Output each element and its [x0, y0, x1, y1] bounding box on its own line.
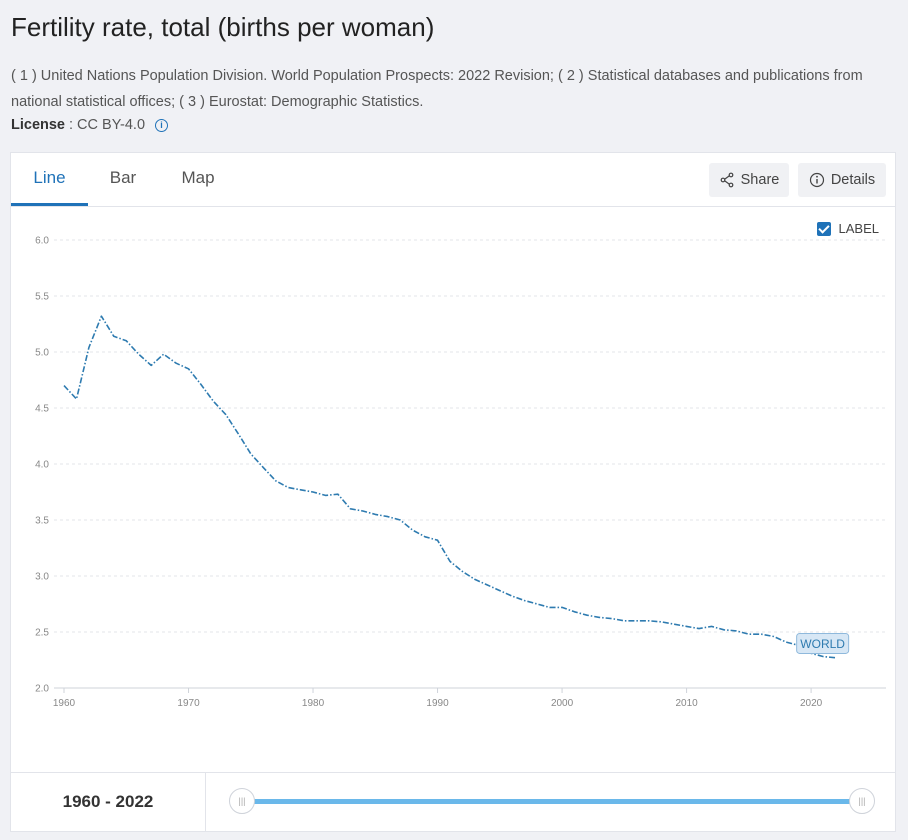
y-tick-label: 4.5 — [35, 404, 49, 415]
tab-line[interactable]: Line — [11, 153, 88, 206]
x-tick-label: 1960 — [53, 698, 76, 709]
y-tick-label: 6.0 — [35, 236, 49, 247]
label-checkbox[interactable] — [816, 221, 831, 236]
y-tick-label: 2.5 — [35, 628, 49, 639]
range-footer: 1960 - 2022 ||| ||| — [11, 772, 895, 831]
chart-tabs: Line Bar Map Share Details — [11, 153, 895, 207]
y-tick-label: 3.0 — [35, 572, 49, 583]
x-tick-label: 1980 — [302, 698, 325, 709]
x-tick-label: 2010 — [675, 698, 698, 709]
details-label: Details — [830, 172, 876, 188]
chart-panel: Line Bar Map Share Details LABEL 2.0 2 — [10, 152, 896, 832]
details-button[interactable]: Details — [798, 163, 886, 197]
label-toggle-text: LABEL — [838, 221, 879, 236]
series-line-world — [63, 315, 837, 659]
info-icon[interactable]: i — [155, 118, 169, 132]
sources-text: ( 1 ) United Nations Population Division… — [11, 68, 863, 110]
license: License : CC BY-4.0 i — [11, 117, 169, 133]
y-tick-label: 2.0 — [35, 684, 49, 695]
x-tick-label: 2020 — [800, 698, 823, 709]
range-label: 1960 - 2022 — [11, 773, 206, 831]
x-tick-label: 2000 — [551, 698, 574, 709]
license-value: : CC BY-4.0 — [69, 117, 146, 133]
label-toggle[interactable]: LABEL — [816, 221, 879, 236]
range-track[interactable] — [242, 799, 862, 804]
tab-map[interactable]: Map — [181, 168, 215, 187]
info-icon — [809, 172, 824, 188]
y-tick-label: 5.5 — [35, 292, 49, 303]
tab-bar[interactable]: Bar — [109, 168, 137, 187]
line-chart: 2.0 2.5 3.0 3.5 4.0 4.5 5.0 5.5 6.0 1960 1970 1980 1… — [35, 236, 886, 709]
share-button[interactable]: Share — [709, 163, 789, 197]
series-label-box — [796, 632, 850, 654]
page-title: Fertility rate, total (births per woman) — [11, 12, 435, 42]
y-tick-label: 5.0 — [35, 348, 49, 359]
share-label: Share — [740, 172, 780, 188]
share-icon — [720, 172, 734, 188]
y-tick-label: 3.5 — [35, 516, 49, 527]
range-end-handle[interactable]: ||| — [849, 788, 875, 814]
y-tick-label: 4.0 — [35, 460, 49, 471]
x-tick-label: 1990 — [426, 698, 449, 709]
x-tick-label: 1970 — [177, 698, 200, 709]
series-label-world: WORLD — [800, 637, 845, 651]
range-start-handle[interactable]: ||| — [229, 788, 255, 814]
license-label: License — [11, 117, 65, 133]
